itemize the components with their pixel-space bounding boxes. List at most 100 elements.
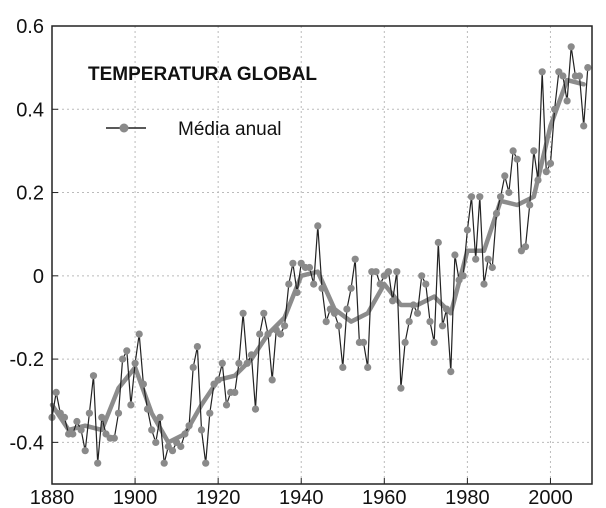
annual-mean-point [497,193,505,201]
annual-mean-point [310,280,318,288]
annual-mean-point [447,368,455,376]
annual-mean-point [335,322,343,330]
annual-mean-point [148,426,156,434]
annual-series [48,43,592,467]
annual-mean-point [94,459,102,467]
annual-mean-point [426,318,434,326]
annual-mean-point [131,359,139,367]
annual-mean-point [123,347,131,355]
annual-mean-point [575,72,584,80]
annual-mean-point [89,372,98,380]
annual-mean-point [110,434,118,442]
x-tick-label: 2000 [528,487,573,508]
annual-mean-point [77,426,85,434]
annual-mean-point [276,330,285,338]
annual-mean-point [347,284,355,292]
annual-mean-point [534,176,542,184]
annual-mean-point [559,72,567,80]
annual-mean-point [247,351,255,359]
x-tick-label: 1960 [362,487,407,508]
annual-mean-point [484,255,492,263]
annual-mean-point [214,376,222,384]
annual-mean-point [156,413,164,421]
x-tick-label: 1920 [196,487,241,508]
annual-mean-point [222,401,231,409]
annual-mean-line [51,46,589,464]
annual-mean-point [567,43,575,51]
annual-mean-point [476,193,484,201]
annual-mean-point [181,430,189,438]
annual-mean-point [293,288,301,297]
annual-mean-point [480,280,488,288]
annual-mean-point [397,384,405,392]
plot-frame [51,25,593,485]
annual-mean-point [443,305,451,313]
annual-mean-point [114,409,123,417]
annual-mean-point [351,255,359,263]
annual-mean-point [202,459,210,467]
annual-mean-point [197,426,206,434]
annual-mean-point [256,330,264,338]
annual-mean-point [281,322,289,330]
annual-mean-point [584,64,592,72]
annual-mean-point [85,409,93,417]
annual-mean-point [160,459,168,467]
annual-mean-point [530,147,538,155]
annual-mean-point [218,359,226,367]
y-tick-label: 0 [33,266,44,288]
annual-mean-point [563,97,571,105]
annual-mean-point [339,363,347,371]
annual-mean-point [268,376,276,384]
annual-mean-point [546,159,555,167]
annual-mean-point [501,172,509,180]
annual-mean-point [152,438,160,446]
annual-mean-point [364,363,372,371]
annual-mean-point [413,309,422,317]
annual-mean-point [206,409,214,417]
annual-mean-point [405,318,413,326]
annual-mean-point [422,280,430,288]
y-tick-label: 0.4 [16,99,44,121]
annual-mean-point [168,447,177,455]
annual-mean-point [459,272,467,280]
annual-mean-point [330,309,339,317]
annual-mean-point [359,338,368,346]
annual-mean-point [81,447,89,455]
annual-mean-point [119,355,127,363]
annual-mean-point [98,413,106,421]
annual-mean-point [451,251,459,259]
annual-mean-point [488,263,496,272]
legend-label-annual: Média anual [178,119,282,140]
plot-area [52,26,592,484]
y-tick-label: -0.2 [10,349,44,371]
annual-mean-point [69,430,77,438]
annual-mean-point [430,338,438,346]
annual-mean-point [139,380,147,388]
annual-mean-point [135,330,143,338]
annual-mean-point [60,413,69,421]
annual-mean-point [463,226,471,234]
y-tick-label: -0.4 [10,432,44,454]
annual-mean-point [389,297,397,305]
annual-mean-point [314,222,322,230]
annual-mean-point [260,309,268,317]
legend-marker-sample [119,123,129,133]
annual-mean-point [318,284,326,292]
annual-mean-point [372,268,380,276]
annual-mean-point [143,405,152,413]
annual-mean-point [467,193,476,201]
x-tick-label: 1980 [445,487,490,508]
y-tick-label: 0.6 [16,16,44,38]
annual-mean-point [322,318,330,326]
annual-mean-point [243,359,251,367]
annual-mean-point [127,401,135,409]
annual-mean-point [438,322,447,330]
annual-mean-point [580,122,588,130]
annual-mean-point [251,405,260,413]
annual-mean-point [185,422,193,430]
annual-mean-point [239,309,247,317]
annual-mean-point [231,388,239,396]
annual-mean-point [542,168,550,176]
x-axis-ticks: 1880 1900 1920 1940 1960 1980 2000 [30,478,573,508]
